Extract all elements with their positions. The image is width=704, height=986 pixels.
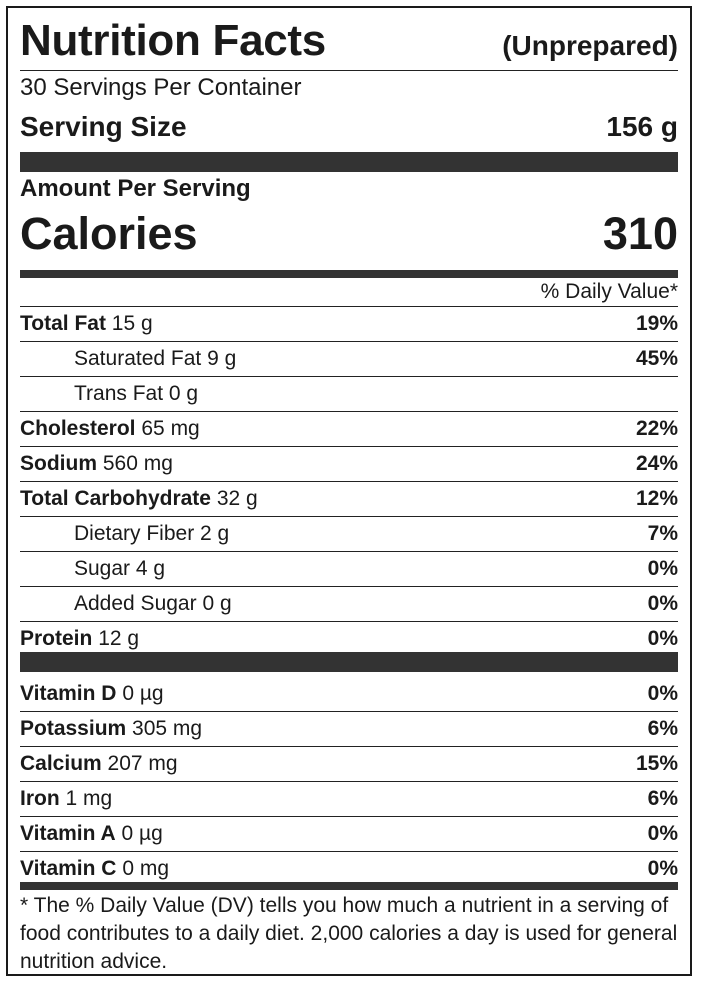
nutrient-name: Dietary Fiber: [74, 522, 195, 545]
nutrient-row-added-sugar: Added Sugar 0 g 0%: [20, 587, 678, 621]
nutrient-row-dietary-fiber: Dietary Fiber 2 g 7%: [20, 517, 678, 551]
vitamin-name: Vitamin A: [20, 822, 116, 845]
nutrient-name: Sodium: [20, 452, 97, 475]
nutrient-name: Saturated Fat: [74, 347, 202, 370]
nutrient-amount: 32 g: [216, 487, 258, 510]
nutrient-dv: 24%: [635, 452, 678, 475]
vitamin-row-vitamin-d: Vitamin D 0 µg 0%: [20, 677, 678, 711]
nutrient-name: Sugar: [74, 557, 131, 580]
nutrient-dv: 7%: [647, 522, 678, 545]
nutrient-name: Trans Fat: [74, 382, 164, 405]
nutrient-dv: 19%: [635, 312, 678, 335]
divider: [20, 376, 678, 377]
nutrient-row-protein: Protein 12 g 0%: [20, 622, 678, 656]
footnote: * The % Daily Value (DV) tells you how m…: [20, 894, 678, 973]
divider: [20, 306, 678, 307]
nutrient-name: Cholesterol: [20, 417, 136, 440]
title-row: Nutrition Facts (Unprepared): [20, 16, 678, 66]
thick-divider: [20, 152, 678, 172]
nutrient-row-total-fat: Total Fat 15 g 19%: [20, 307, 678, 341]
nutrient-name: Total Fat: [20, 312, 106, 335]
nutrient-amount: 9 g: [207, 347, 237, 370]
divider: [20, 781, 678, 782]
divider: [20, 411, 678, 412]
medium-divider: [20, 882, 678, 890]
divider: [20, 711, 678, 712]
nutrient-dv: 45%: [635, 347, 678, 370]
nutrient-amount: 0 g: [168, 382, 199, 405]
calories-value: 310: [602, 208, 678, 259]
nutrient-row-trans-fat: Trans Fat 0 g: [20, 377, 678, 411]
vitamin-amount: 0 mg: [122, 857, 169, 880]
nutrient-row-saturated-fat: Saturated Fat 9 g 45%: [20, 342, 678, 376]
vitamin-name: Vitamin D: [20, 682, 117, 705]
divider: [20, 851, 678, 852]
divider: [20, 816, 678, 817]
nutrient-name: Protein: [20, 627, 93, 650]
divider: [20, 621, 678, 622]
serving-size-row: Serving Size 156 g: [20, 111, 678, 143]
calories-label: Calories: [20, 208, 198, 259]
medium-divider: [20, 270, 678, 278]
vitamin-list: Vitamin D 0 µg 0% Potassium 305 mg 6% Ca…: [20, 677, 678, 886]
nutrient-dv: 0%: [647, 592, 678, 615]
vitamin-name: Calcium: [20, 752, 102, 775]
serving-size-label: Serving Size: [20, 111, 187, 142]
nutrient-dv: 0%: [647, 627, 678, 650]
nutrient-amount: 12 g: [98, 627, 140, 650]
nutrient-amount: 65 mg: [141, 417, 200, 440]
divider: [20, 341, 678, 342]
vitamin-dv: 15%: [635, 752, 678, 775]
vitamin-amount: 305 mg: [132, 717, 203, 740]
daily-value-header: % Daily Value*: [540, 280, 678, 303]
preparation-qualifier: (Unprepared): [502, 30, 678, 61]
nutrient-amount: 560 mg: [102, 452, 173, 475]
nutrient-dv: 0%: [647, 557, 678, 580]
nutrient-dv: 12%: [635, 487, 678, 510]
nutrient-amount: 2 g: [200, 522, 230, 545]
divider: [20, 586, 678, 587]
nutrient-name: Total Carbohydrate: [20, 487, 211, 510]
nutrient-amount: 15 g: [111, 312, 153, 335]
divider: [20, 481, 678, 482]
nutrient-dv: 22%: [635, 417, 678, 440]
vitamin-dv: 0%: [647, 682, 678, 705]
vitamin-amount: 1 mg: [65, 787, 113, 810]
vitamin-amount: 0 µg: [121, 822, 163, 845]
vitamin-dv: 6%: [647, 787, 678, 810]
nutrient-row-sugar: Sugar 4 g 0%: [20, 552, 678, 586]
nutrient-amount: 4 g: [135, 557, 166, 580]
vitamin-row-calcium: Calcium 207 mg 15%: [20, 747, 678, 781]
nutrient-list: Total Fat 15 g 19% Saturated Fat 9 g 45%…: [20, 307, 678, 656]
vitamin-dv: 6%: [647, 717, 678, 740]
nutrient-name: Added Sugar: [74, 592, 197, 615]
divider: [20, 516, 678, 517]
divider: [20, 551, 678, 552]
divider: [20, 446, 678, 447]
vitamin-row-vitamin-c: Vitamin C 0 mg 0%: [20, 852, 678, 886]
vitamin-row-potassium: Potassium 305 mg 6%: [20, 712, 678, 746]
vitamin-name: Vitamin C: [20, 857, 117, 880]
nutrient-row-total-carbohydrate: Total Carbohydrate 32 g 12%: [20, 482, 678, 516]
nutrient-row-sodium: Sodium 560 mg 24%: [20, 447, 678, 481]
servings-per-container: 30 Servings Per Container: [20, 74, 302, 101]
vitamin-amount: 207 mg: [107, 752, 178, 775]
label-title: Nutrition Facts: [20, 16, 326, 65]
vitamin-amount: 0 µg: [122, 682, 164, 705]
vitamin-name: Iron: [20, 787, 60, 810]
vitamin-dv: 0%: [647, 857, 678, 880]
vitamin-dv: 0%: [647, 822, 678, 845]
nutrient-amount: 0 g: [202, 592, 232, 615]
vitamin-row-vitamin-a: Vitamin A 0 µg 0%: [20, 817, 678, 851]
divider: [20, 746, 678, 747]
vitamin-name: Potassium: [20, 717, 127, 740]
calories-row: Calories 310: [20, 208, 678, 260]
vitamin-row-iron: Iron 1 mg 6%: [20, 782, 678, 816]
thick-divider: [20, 652, 678, 672]
nutrient-row-cholesterol: Cholesterol 65 mg 22%: [20, 412, 678, 446]
serving-size-value: 156 g: [606, 111, 678, 142]
divider: [20, 70, 678, 71]
nutrition-facts-label: Nutrition Facts (Unprepared) 30 Servings…: [6, 6, 692, 976]
amount-per-serving: Amount Per Serving: [20, 175, 251, 202]
